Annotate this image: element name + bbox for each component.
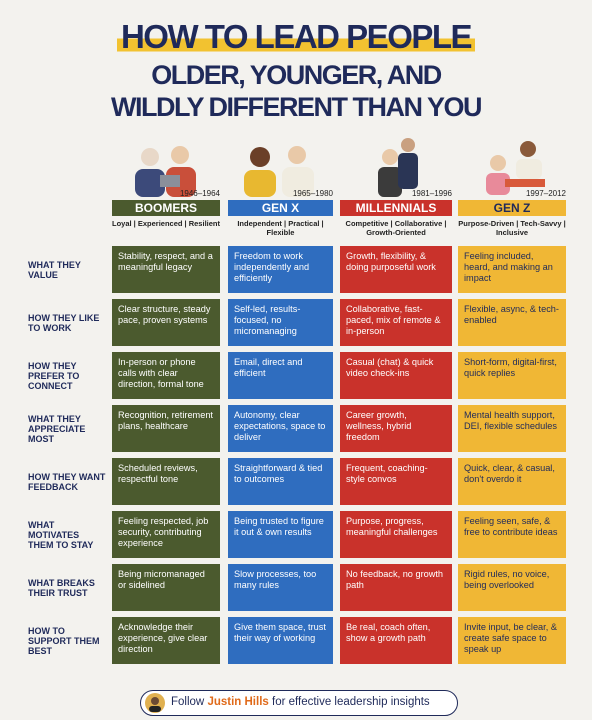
title-line: HOW TO LEAD PEOPLE: [116, 18, 476, 55]
cell: Clear structure, steady pace, proven sys…: [112, 299, 220, 346]
cell: Scheduled reviews, respectful tone: [112, 458, 220, 505]
cell: Casual (chat) & quick video check-ins: [340, 352, 452, 399]
cell: Be real, coach often, show a growth path: [340, 617, 452, 664]
cell: Feeling respected, job security, contrib…: [112, 511, 220, 558]
column-name: MILLENNIALS: [340, 200, 452, 216]
cell: Straightforward & tied to outcomes: [228, 458, 333, 505]
title: HOW TO LEAD PEOPLE: [0, 18, 592, 56]
cell: Slow processes, too many rules: [228, 564, 333, 611]
cell: Recognition, retirement plans, healthcar…: [112, 405, 220, 452]
cell: Email, direct and efficient: [228, 352, 333, 399]
cell: Feeling included, heard, and making an i…: [458, 246, 566, 293]
row-label: WHAT THEY VALUE: [28, 259, 81, 280]
cell: Self-led, results-focused, no micromanag…: [228, 299, 333, 346]
genz-illustration: [486, 141, 545, 195]
footer-name[interactable]: Justin Hills: [207, 696, 269, 708]
column-years: 1965–1980: [292, 189, 333, 198]
avatar: [145, 693, 165, 713]
cell: Rigid rules, no voice, being overlooked: [458, 564, 566, 611]
cell: Purpose, progress, meaningful challenges: [340, 511, 452, 558]
illustrations: [135, 138, 545, 197]
title-line: WILDLY DIFFERENT THAN YOU: [110, 92, 483, 122]
cell: Being micromanaged or sidelined: [112, 564, 220, 611]
cell: Give them space, trust their way of work…: [228, 617, 333, 664]
cell: Mental health support, DEI, flexible sch…: [458, 405, 566, 452]
footer-prefix: Follow: [171, 696, 205, 708]
column-traits: Competitive | Collaborative | Growth-Ori…: [345, 219, 447, 237]
row-label: HOW THEY PREFER TO CONNECT: [28, 360, 80, 391]
column-name: GEN X: [228, 200, 333, 216]
row-label: WHAT MOTIVATES THEM TO STAY: [28, 519, 94, 550]
row-label: HOW THEY WANT FEEDBACK: [28, 471, 106, 492]
row-label: HOW THEY LIKE TO WORK: [28, 312, 100, 333]
footer-suffix: for effective leadership insights: [272, 696, 430, 708]
genx-illustration: [244, 146, 314, 197]
cell: Feeling seen, safe, & free to contribute…: [458, 511, 566, 558]
footer[interactable]: Follow Justin Hills for effective leader…: [140, 690, 458, 716]
cell: Collaborative, fast-paced, mix of remote…: [340, 299, 452, 346]
row-label: HOW TO SUPPORT THEM BEST: [28, 625, 100, 656]
column-years: 1981–1996: [411, 189, 452, 198]
column-years: 1997–2012: [525, 189, 566, 198]
cell: Short-form, digital-first, quick replies: [458, 352, 566, 399]
title-line: OLDER, YOUNGER, AND: [151, 60, 442, 90]
column-name: GEN Z: [458, 200, 566, 216]
cell: In-person or phone calls with clear dire…: [112, 352, 220, 399]
cell: Acknowledge their experience, give clear…: [112, 617, 220, 664]
cell: Stability, respect, and a meaningful leg…: [112, 246, 220, 293]
cell: Invite input, be clear, & create safe sp…: [458, 617, 566, 664]
column-traits: Purpose-Driven | Tech-Savvy | Inclusive: [458, 219, 566, 237]
cell: Frequent, coaching-style convos: [340, 458, 452, 505]
cell: Flexible, async, & tech-enabled: [458, 299, 566, 346]
column-traits: Loyal | Experienced | Resilient: [112, 219, 220, 228]
millennials-illustration: [378, 138, 418, 197]
cell: Career growth, wellness, hybrid freedom: [340, 405, 452, 452]
boomers-illustration: [135, 146, 196, 197]
row-label: WHAT BREAKS THEIR TRUST: [28, 577, 95, 598]
cell: Being trusted to figure it out & own res…: [228, 511, 333, 558]
cell: Freedom to work independently and effici…: [228, 246, 333, 293]
column-name: BOOMERS: [112, 200, 220, 216]
cell: Quick, clear, & casual, don't overdo it: [458, 458, 566, 505]
cell: Growth, flexibility, & doing purposeful …: [340, 246, 452, 293]
column-traits: Independent | Practical | Flexible: [237, 219, 324, 237]
column-years: 1946–1964: [179, 189, 220, 198]
row-label: WHAT THEY APPRECIATE MOST: [28, 413, 86, 444]
cell: Autonomy, clear expectations, space to d…: [228, 405, 333, 452]
cell: No feedback, no growth path: [340, 564, 452, 611]
